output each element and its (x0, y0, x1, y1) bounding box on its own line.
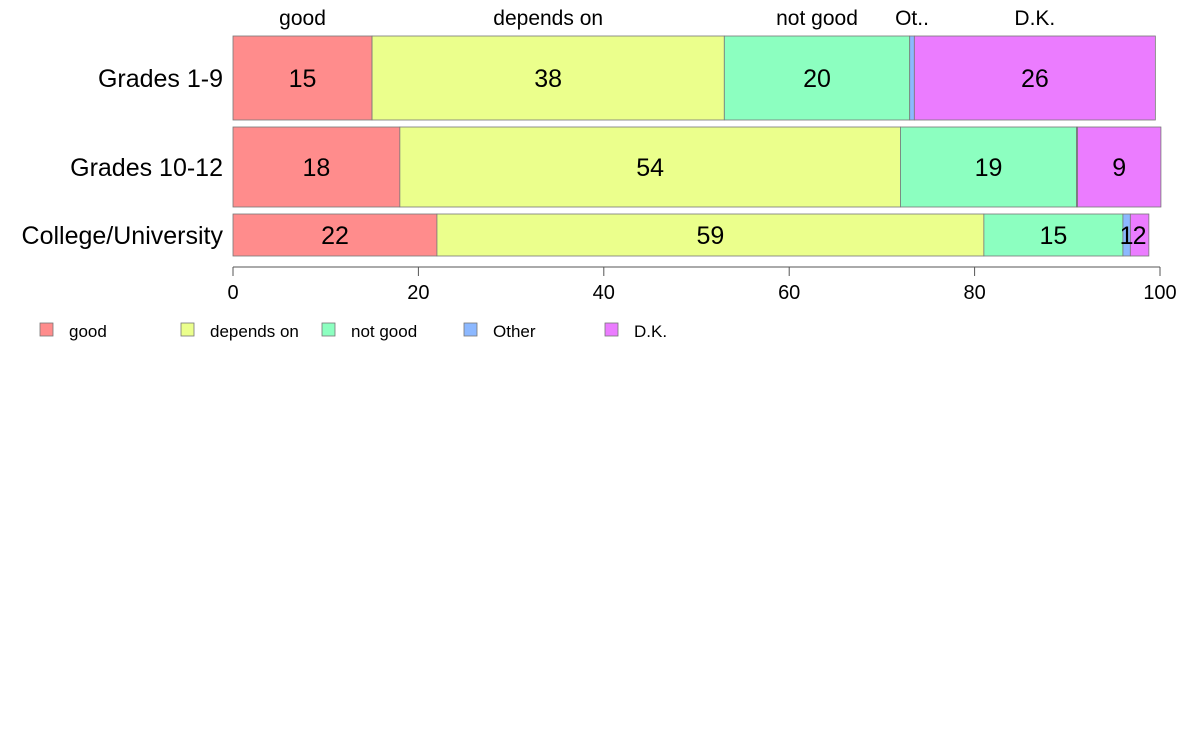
row-labels: Grades 1-9 Grades 10-12 College/University (22, 65, 224, 250)
segment-value-label: 59 (696, 222, 724, 250)
row-label: Grades 1-9 (98, 65, 223, 93)
segment-value-label: 1 (1120, 222, 1134, 250)
legend-swatch (321, 322, 336, 337)
bar-segment (1129, 213, 1150, 257)
segment-value-label: 20 (803, 65, 831, 93)
bar-segment (232, 35, 373, 121)
bar-segment (900, 126, 1077, 208)
segment-value-label: 22 (321, 222, 349, 250)
x-tick-label: 0 (227, 282, 238, 304)
x-axis: 0 20 40 60 80 100 (227, 266, 1177, 304)
bars (232, 35, 1162, 257)
segment-value-label: 9 (1112, 154, 1126, 182)
legend-swatch (180, 322, 195, 337)
top-category-label: depends on (493, 7, 603, 30)
bar-segment (913, 35, 1156, 121)
row-label: Grades 10-12 (70, 154, 223, 182)
segment-value-label: 54 (636, 154, 664, 182)
bar-segment (232, 213, 438, 257)
bar-segment (909, 35, 915, 121)
legend-label: depends on (210, 322, 299, 341)
bar-segment (436, 213, 985, 257)
legend-label: D.K. (634, 322, 667, 341)
segment-labels: 15 38 20 26 18 54 19 9 22 59 15 1 2 (289, 65, 1147, 250)
bar-segment (1077, 126, 1162, 208)
legend-label: Other (493, 322, 536, 341)
segment-value-label: 15 (1039, 222, 1067, 250)
segment-value-label: 18 (303, 154, 331, 182)
bar-segment (232, 126, 401, 208)
bar-segment (723, 35, 911, 121)
x-tick-label: 60 (778, 282, 800, 304)
legend-label: good (69, 322, 107, 341)
segment-value-label: 19 (975, 154, 1003, 182)
legend-swatch (39, 322, 54, 337)
segment-value-label: 38 (534, 65, 562, 93)
legend: good depends on not good Other D.K. (39, 322, 667, 341)
top-category-label: D.K. (1014, 7, 1055, 30)
segment-value-label: 2 (1133, 222, 1147, 250)
row-label: College/University (22, 222, 224, 250)
top-category-label: Ot.. (895, 7, 929, 30)
x-tick-label: 40 (593, 282, 615, 304)
x-tick-label: 80 (963, 282, 985, 304)
bar-segment (983, 213, 1124, 257)
top-category-label: not good (776, 7, 858, 30)
segment-value-label: 15 (289, 65, 317, 93)
legend-swatch (604, 322, 619, 337)
bar-segment (399, 126, 901, 208)
x-tick-label: 20 (407, 282, 429, 304)
segment-value-label: 26 (1021, 65, 1049, 93)
top-category-labels: good depends on not good Ot.. D.K. (279, 7, 1055, 30)
legend-label: not good (351, 322, 417, 341)
legend-swatch (463, 322, 478, 337)
bar-segment (371, 35, 725, 121)
top-category-label: good (279, 7, 326, 30)
x-tick-label: 100 (1143, 282, 1176, 304)
